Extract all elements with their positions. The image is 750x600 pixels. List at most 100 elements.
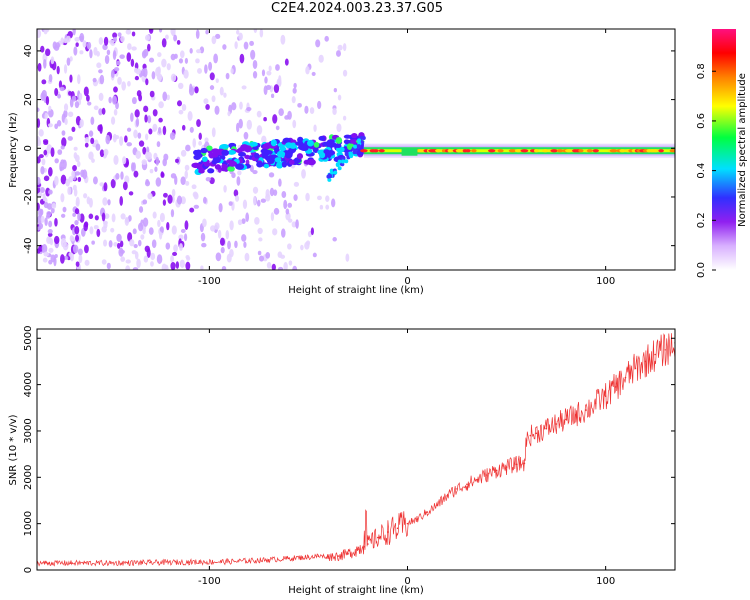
spectrogram-signal-cell: [221, 163, 228, 170]
spectrogram-noise-cell: [77, 176, 82, 182]
snr-data-point: [525, 439, 528, 442]
spectrogram-noise-cell: [202, 218, 207, 228]
spectrogram-noise-cell: [54, 158, 59, 164]
spectrogram-noise-cell: [147, 43, 151, 52]
spectrogram-noise-cell: [56, 65, 60, 75]
spectrogram-noise-cell: [38, 129, 44, 137]
spectrogram-line-peak: [520, 149, 529, 153]
spectrogram-noise-cell: [310, 227, 314, 236]
spectrogram-noise-cell: [120, 256, 126, 262]
spectrogram-noise-cell: [285, 208, 290, 215]
snr-ytick-label: 1000: [23, 511, 34, 536]
spectrogram-xtick-label: 0: [404, 276, 410, 287]
spectrogram-noise-cell: [157, 52, 162, 58]
spectrogram-noise-cell: [160, 171, 164, 177]
spectrogram-noise-cell: [231, 172, 236, 179]
spectrogram-noise-cell: [88, 130, 94, 137]
spectrogram-noise-cell: [47, 229, 53, 234]
spectrogram-noise-cell: [268, 65, 272, 72]
spectrogram-noise-cell: [166, 63, 171, 71]
spectrogram-noise-cell: [204, 137, 209, 143]
spectrogram-noise-cell: [295, 219, 299, 229]
colorbar-tick-label: 0.6: [696, 113, 707, 129]
spectrogram-noise-cell: [57, 93, 61, 99]
spectrogram-noise-cell: [335, 50, 341, 57]
spectrogram-noise-cell: [126, 142, 133, 147]
spectrogram-noise-cell: [79, 119, 84, 128]
spectrogram-noise-cell: [222, 44, 227, 50]
spectrogram-noise-cell: [230, 68, 234, 74]
snr-ytick-label: 2000: [23, 465, 34, 490]
spectrogram-noise-cell: [179, 50, 185, 59]
snr-ytick-label: 5000: [23, 326, 34, 351]
spectrogram-noise-cell: [157, 66, 161, 75]
snr-data-point: [634, 367, 637, 370]
spectrogram-noise-cell: [130, 112, 134, 123]
spectrogram-noise-cell: [86, 94, 90, 102]
snr-data-point: [565, 418, 567, 421]
spectrogram-signal-cell: [289, 159, 295, 165]
spectrogram-noise-cell: [172, 251, 178, 256]
spectrogram-noise-cell: [41, 79, 47, 85]
spectrogram-noise-cell: [337, 44, 343, 51]
spectrogram-noise-cell: [176, 40, 181, 45]
spectrogram-noise-cell: [204, 64, 208, 74]
spectrogram-noise-cell: [103, 213, 110, 220]
spectrogram-noise-cell: [171, 188, 176, 197]
spectrogram-line-peak: [471, 149, 477, 153]
snr-data-point: [644, 360, 647, 363]
spectrogram-noise-cell: [238, 32, 243, 41]
spectrogram-noise-cell: [73, 46, 78, 56]
spectrogram-noise-cell: [72, 244, 79, 254]
spectrogram-signal-cell: [313, 141, 320, 148]
spectrogram-noise-cell: [91, 240, 95, 245]
spectrogram-noise-cell: [77, 74, 81, 85]
spectrogram-signal-cell: [220, 144, 229, 150]
spectrogram-noise-cell: [185, 144, 191, 152]
spectrogram-noise-cell: [300, 244, 304, 251]
spectrogram-noise-cell: [95, 143, 101, 151]
spectrogram-noise-cell: [78, 92, 83, 101]
spectrogram-line-peak: [669, 149, 675, 153]
spectrogram-noise-cell: [56, 120, 62, 127]
snr-data-point: [466, 483, 468, 486]
spectrogram-noise-cell: [163, 153, 169, 161]
spectrogram-noise-cell: [108, 240, 113, 248]
spectrogram-signal-cell: [203, 160, 210, 167]
spectrogram-noise-cell: [148, 128, 153, 135]
spectrogram-noise-cell: [270, 212, 275, 222]
spectrogram-signal-cell: [238, 147, 246, 152]
spectrogram-noise-cell: [256, 110, 262, 118]
spectrogram-noise-cell: [166, 94, 170, 101]
spectrogram-noise-cell: [171, 225, 177, 235]
spectrogram-noise-cell: [48, 220, 53, 228]
spectrogram-noise-cell: [280, 34, 286, 45]
spectrogram-signal-cell: [211, 159, 218, 165]
spectrogram-line-peak: [586, 149, 593, 153]
spectrogram-noise-cell: [271, 263, 276, 270]
spectrogram-noise-cell: [192, 138, 197, 148]
spectrogram-line-peak: [465, 149, 471, 153]
colorbar-tick-label: 0.8: [696, 63, 707, 79]
spectrogram-noise-cell: [275, 64, 280, 71]
spectrogram-noise-cell: [127, 232, 133, 242]
spectrogram-noise-cell: [40, 215, 45, 223]
spectrogram-noise-cell: [291, 221, 297, 228]
spectrogram-noise-cell: [101, 212, 106, 222]
spectrogram-line-peak: [514, 149, 522, 153]
spectrogram-noise-cell: [86, 41, 92, 50]
colorbar-tick-label: 0.0: [696, 262, 707, 278]
spectrogram-noise-cell: [138, 222, 144, 232]
spectrogram-noise-cell: [135, 117, 140, 127]
spectrogram-noise-cell: [254, 216, 260, 225]
spectrogram-signal-cell: [353, 144, 358, 149]
spectrogram-noise-cell: [324, 35, 329, 42]
spectrogram-signal-cell: [207, 168, 215, 174]
snr-data-point: [446, 495, 448, 497]
spectrogram-signal-cell: [274, 157, 282, 163]
spectrogram-noise-cell: [236, 122, 240, 133]
spectrogram-noise-cell: [265, 252, 271, 259]
spectrogram-noise-cell: [50, 147, 55, 158]
spectrogram-noise-cell: [119, 240, 124, 248]
spectrogram-noise-cell: [164, 264, 169, 270]
